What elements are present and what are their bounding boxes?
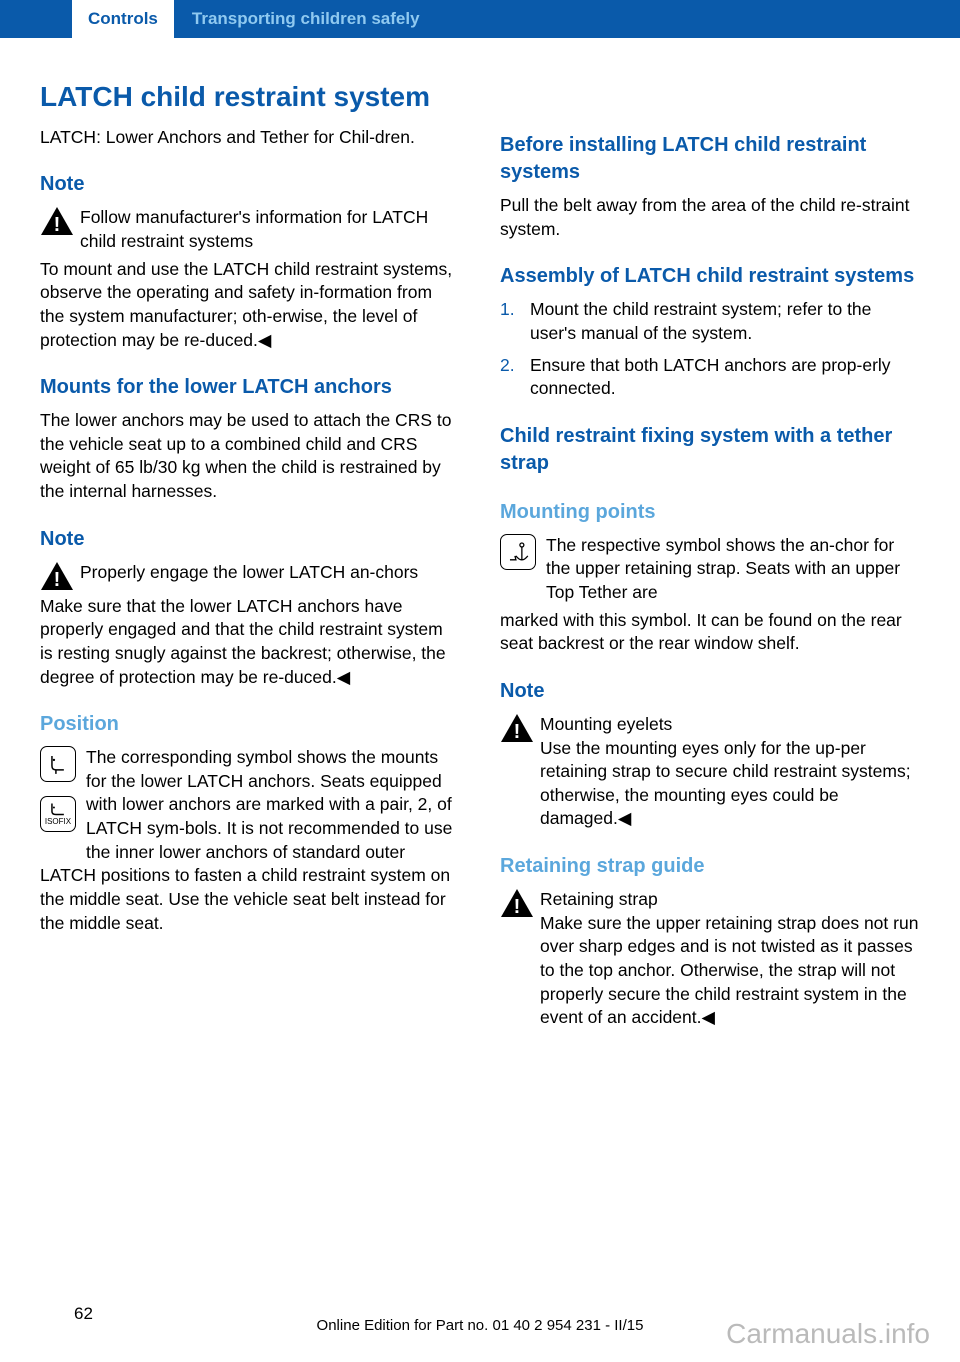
- position-body: The corresponding symbol shows the mount…: [86, 746, 460, 864]
- step-2: 2. Ensure that both LATCH anchors are pr…: [500, 354, 920, 401]
- note1-body: To mount and use the LATCH child restrai…: [40, 258, 460, 353]
- mounting-body-inline: The respective symbol shows the an‐chor …: [546, 534, 920, 605]
- retaining-title-body: Retaining strap Make sure the upper reta…: [540, 888, 920, 1030]
- anchor-symbol-icon: [500, 534, 536, 570]
- header-tab-controls: Controls: [72, 0, 174, 38]
- header-section-title: Transporting children safely: [174, 0, 438, 38]
- svg-text:!: !: [54, 214, 61, 236]
- note3-body: Use the mounting eyes only for the up‐pe…: [540, 738, 911, 829]
- header-bar: Controls Transporting children safely: [0, 0, 960, 38]
- note1-block: ! Follow manufacturer's information for …: [40, 206, 460, 253]
- assembly-steps: 1. Mount the child restraint system; ref…: [500, 298, 920, 401]
- retaining-title: Retaining strap: [540, 888, 920, 912]
- svg-text:!: !: [514, 721, 521, 743]
- warning-icon: !: [500, 888, 534, 918]
- step-1-text: Mount the child restraint system; refer …: [530, 298, 920, 345]
- step-2-text: Ensure that both LATCH anchors are prop‐…: [530, 354, 920, 401]
- seat-symbol-icon: [40, 746, 76, 782]
- content: LATCH child restraint system LATCH: Lowe…: [0, 38, 960, 1034]
- warning-icon: !: [40, 561, 74, 591]
- assembly-heading: Assembly of LATCH child restraint system…: [500, 263, 920, 290]
- retaining-heading: Retaining strap guide: [500, 853, 920, 880]
- position-body2: LATCH positions to fasten a child restra…: [40, 864, 460, 935]
- note1-title: Follow manufacturer's information for LA…: [80, 206, 460, 253]
- fixing-heading: Child restraint fixing system with a tet…: [500, 423, 920, 477]
- position-heading: Position: [40, 711, 460, 738]
- before-heading: Before installing LATCH child restraint …: [500, 132, 920, 186]
- mounting-body-after: marked with this symbol. It can be found…: [500, 609, 920, 656]
- note3-heading: Note: [500, 678, 920, 705]
- svg-text:!: !: [54, 569, 61, 591]
- intro-text: LATCH: Lower Anchors and Tether for Chil…: [40, 126, 460, 150]
- mounts-body: The lower anchors may be used to attach …: [40, 409, 460, 504]
- isofix-label: ISOFIX: [45, 818, 71, 827]
- isofix-symbol-icon: ISOFIX: [40, 796, 76, 832]
- note2-heading: Note: [40, 526, 460, 553]
- watermark: Carmanuals.info: [726, 1318, 930, 1350]
- step-1-num: 1.: [500, 298, 530, 345]
- before-body: Pull the belt away from the area of the …: [500, 194, 920, 241]
- mounts-heading: Mounts for the lower LATCH anchors: [40, 374, 460, 401]
- mounting-block: The respective symbol shows the an‐chor …: [500, 534, 920, 605]
- retaining-block: ! Retaining strap Make sure the upper re…: [500, 888, 920, 1030]
- mounting-heading: Mounting points: [500, 499, 920, 526]
- warning-icon: !: [40, 206, 74, 236]
- warning-icon: !: [500, 713, 534, 743]
- header-spacer: [0, 0, 72, 38]
- note2-body: Make sure that the lower LATCH anchors h…: [40, 595, 460, 690]
- left-column: LATCH child restraint system LATCH: Lowe…: [40, 78, 460, 1034]
- note2-title: Properly engage the lower LATCH an‐chors: [80, 561, 460, 585]
- note2-block: ! Properly engage the lower LATCH an‐cho…: [40, 561, 460, 591]
- note3-title-body: Mounting eyelets Use the mounting eyes o…: [540, 713, 920, 831]
- note1-heading: Note: [40, 171, 460, 198]
- header-right: [438, 0, 960, 38]
- position-block: ISOFIX The corresponding symbol shows th…: [40, 746, 460, 864]
- page-number: 62: [74, 1304, 93, 1324]
- step-2-num: 2.: [500, 354, 530, 401]
- step-1: 1. Mount the child restraint system; ref…: [500, 298, 920, 345]
- note3-title: Mounting eyelets: [540, 713, 920, 737]
- position-icons: ISOFIX: [40, 746, 76, 864]
- right-column: Before installing LATCH child restraint …: [500, 78, 920, 1034]
- main-heading: LATCH child restraint system: [40, 78, 460, 116]
- retaining-body: Make sure the upper retaining strap does…: [540, 913, 918, 1028]
- note3-block: ! Mounting eyelets Use the mounting eyes…: [500, 713, 920, 831]
- svg-text:!: !: [514, 896, 521, 918]
